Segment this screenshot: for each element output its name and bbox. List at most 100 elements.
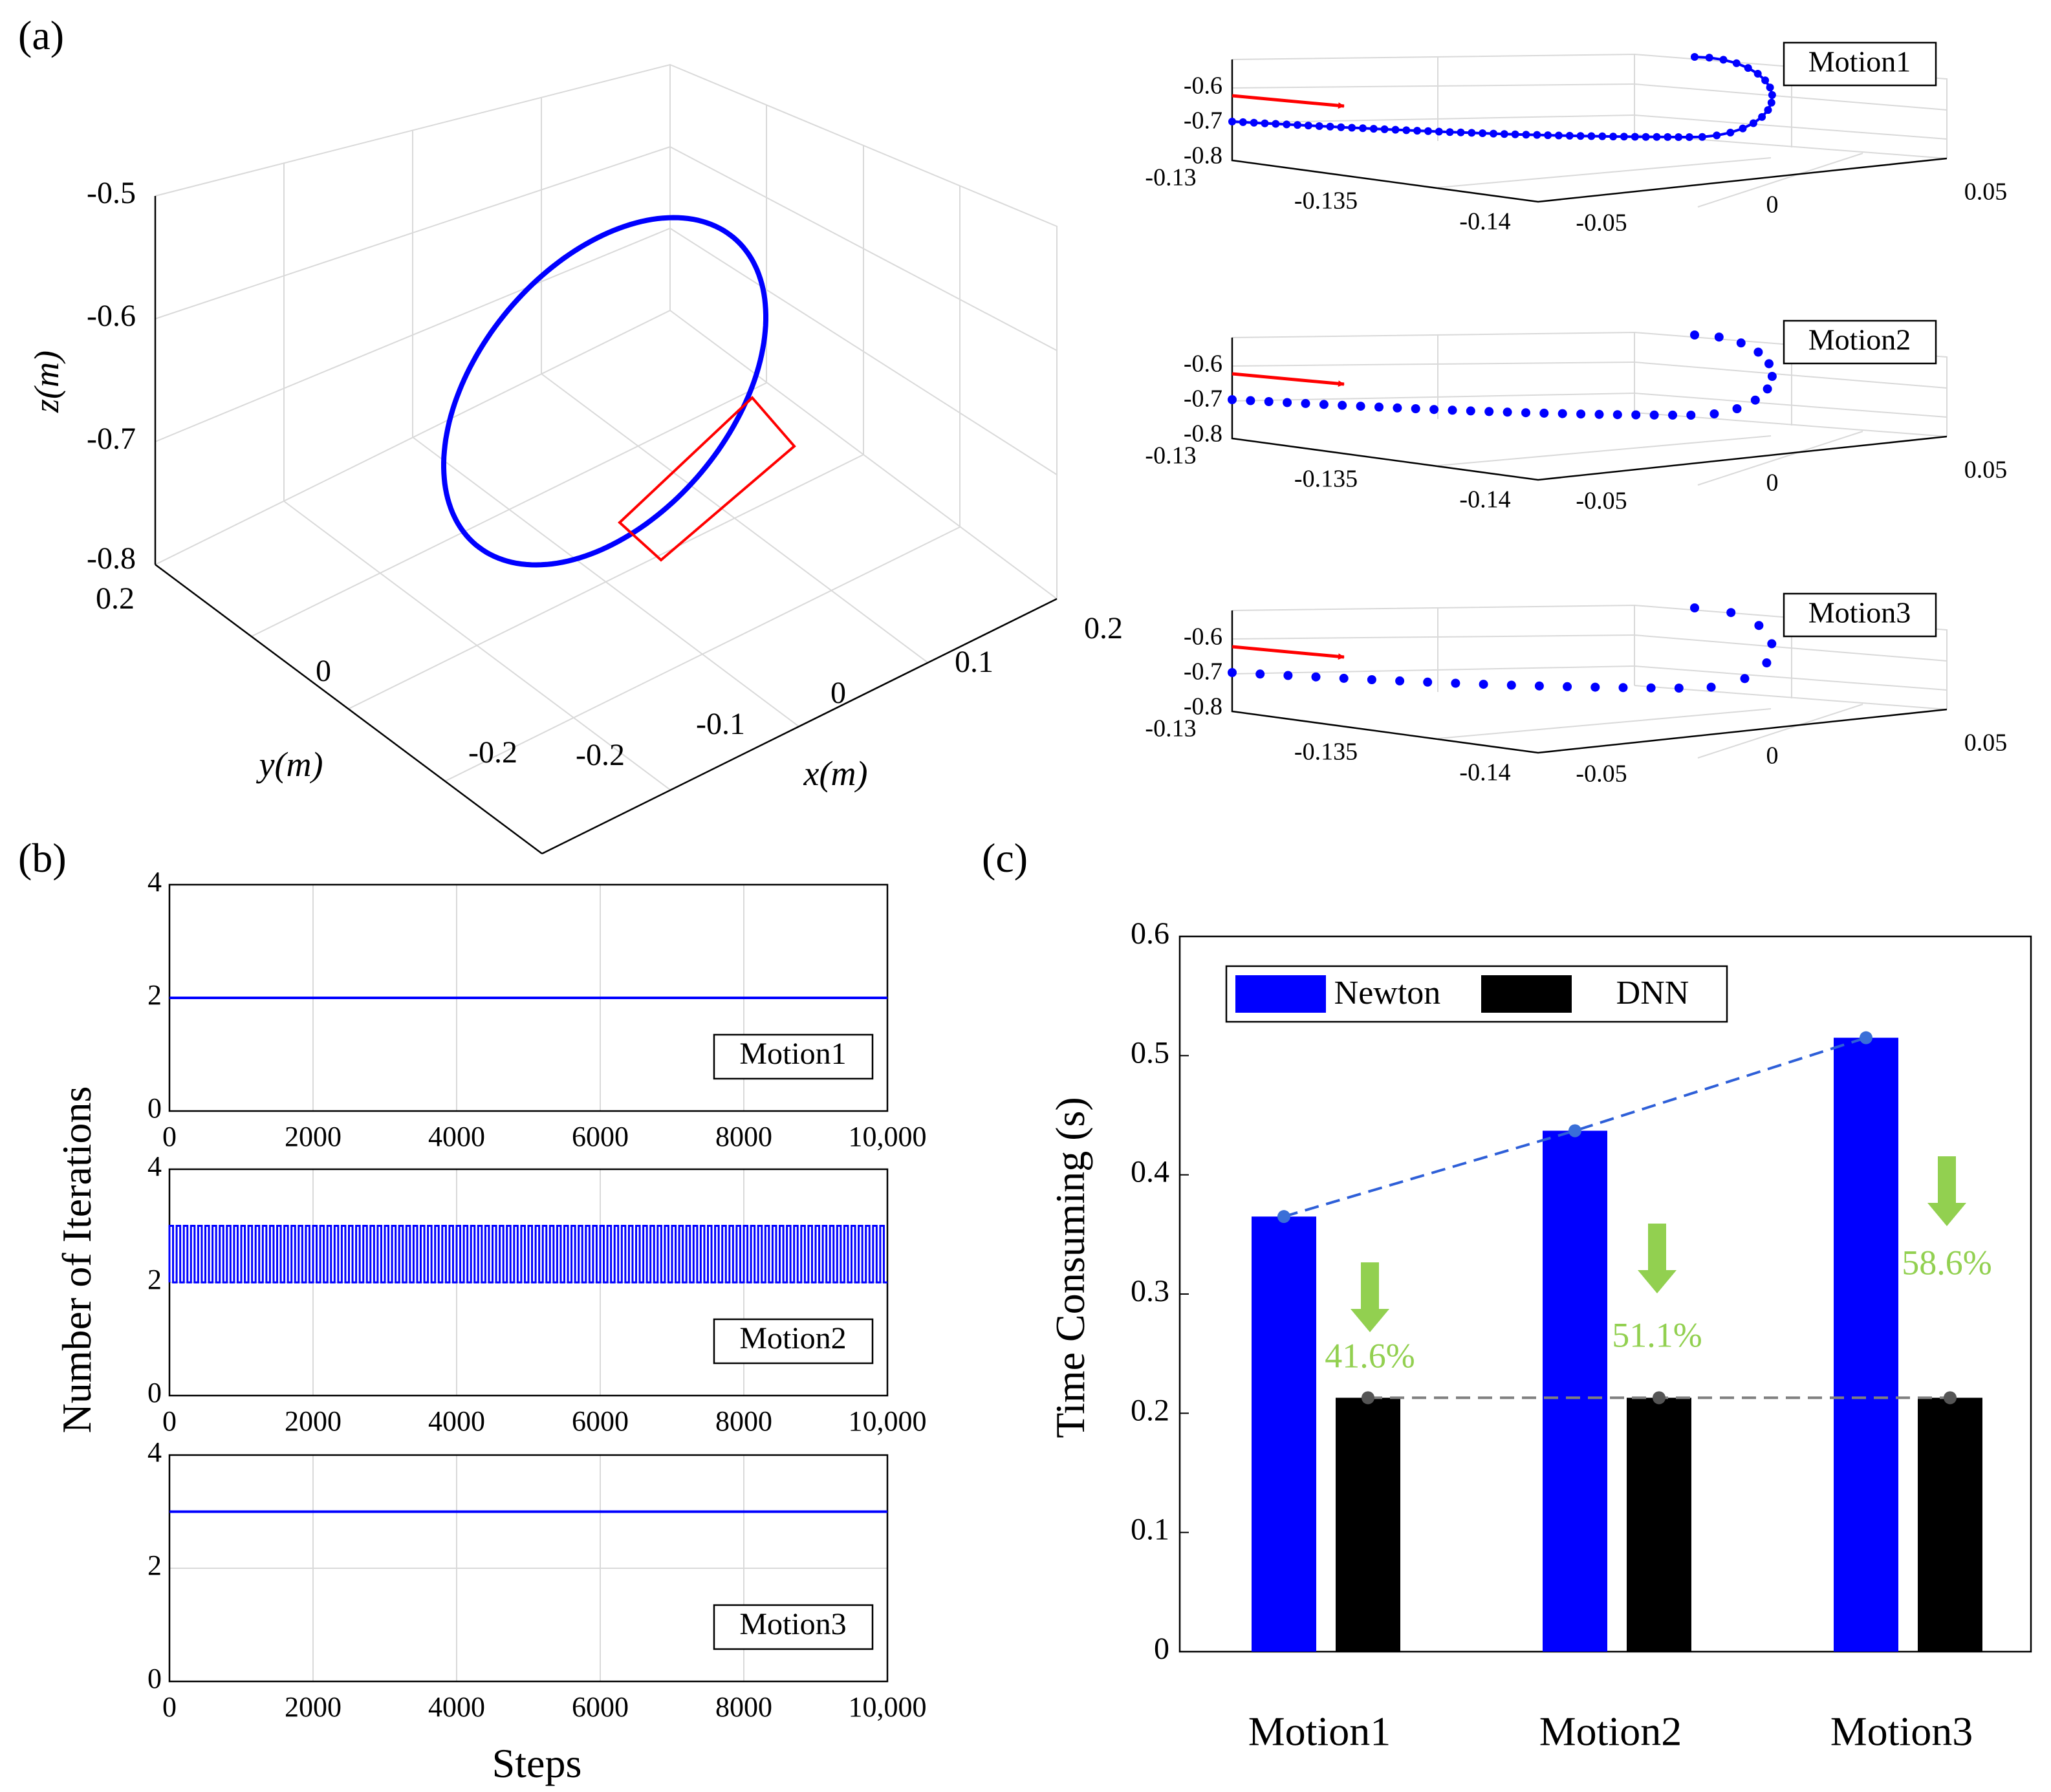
inset-label-box bbox=[1783, 319, 1937, 365]
b-y-axis-label: Number of Iterations bbox=[54, 1086, 100, 1434]
x-tick: -0.2 bbox=[576, 738, 625, 772]
inset-grid-line bbox=[1437, 708, 1772, 739]
inset-label-box bbox=[1783, 41, 1937, 87]
inset-point bbox=[1576, 132, 1585, 140]
inset-y-tick: -0.14 bbox=[1459, 759, 1510, 786]
inset-point bbox=[1479, 129, 1487, 137]
inset-point bbox=[1457, 128, 1465, 136]
inset-point bbox=[1367, 675, 1376, 684]
b-y-tick: 4 bbox=[147, 1150, 162, 1182]
bar-dnn bbox=[1336, 1398, 1400, 1652]
inset-z-tick: -0.8 bbox=[1184, 142, 1222, 169]
inset-x-tick: 0.05 bbox=[1964, 729, 2008, 757]
newton-point bbox=[1277, 1210, 1290, 1224]
inset-point bbox=[1283, 671, 1293, 680]
c-legend: Newton DNN bbox=[1225, 965, 1728, 1023]
b-y-tick: 0 bbox=[147, 1092, 162, 1124]
inset-grid-line bbox=[1232, 665, 1635, 675]
inset-point bbox=[1563, 682, 1572, 691]
red-arrow bbox=[1232, 645, 1345, 660]
bar-newton bbox=[1543, 1130, 1607, 1652]
b-x-tick: 0 bbox=[162, 1121, 177, 1152]
c-y-tick: 0.2 bbox=[1131, 1393, 1169, 1427]
b-x-tick: 10,000 bbox=[849, 1121, 927, 1152]
inset-axis bbox=[1231, 610, 1948, 754]
b-x-tick: 10,000 bbox=[849, 1405, 927, 1437]
inset-point bbox=[1503, 407, 1512, 417]
inset-point bbox=[1690, 330, 1699, 340]
inset-point bbox=[1753, 347, 1763, 357]
inset-point bbox=[1228, 668, 1237, 677]
inset-point bbox=[1740, 674, 1750, 684]
z-tick: -0.8 bbox=[87, 541, 136, 576]
inset-point bbox=[1732, 59, 1741, 67]
inset-point bbox=[1649, 410, 1659, 420]
inset-point bbox=[1565, 131, 1574, 140]
inset-grid-line bbox=[1232, 83, 1635, 89]
inset-y-tick: -0.13 bbox=[1145, 164, 1196, 191]
b-x-tick: 10,000 bbox=[849, 1691, 927, 1723]
inset-point bbox=[1767, 372, 1777, 381]
inset-z-tick: -0.6 bbox=[1184, 351, 1222, 378]
reduction-arrow-icon bbox=[1351, 1262, 1389, 1332]
inset-grid-line bbox=[1697, 704, 1863, 759]
inset-grid-line bbox=[1634, 83, 1948, 111]
b-label: Motion1 bbox=[739, 1037, 846, 1071]
inset-point bbox=[1750, 395, 1760, 405]
inset-point bbox=[1451, 678, 1460, 688]
b-label-box bbox=[713, 1318, 874, 1365]
inset-point bbox=[1533, 131, 1541, 139]
y-tick: 0 bbox=[316, 654, 331, 688]
inset-point bbox=[1767, 98, 1775, 107]
inset-point bbox=[1348, 124, 1356, 132]
inset-point bbox=[1642, 133, 1650, 141]
inset-point bbox=[1620, 133, 1628, 141]
inset-point bbox=[1686, 411, 1696, 420]
x-tick: 0.2 bbox=[1084, 611, 1123, 645]
inset-point bbox=[1739, 124, 1747, 133]
b-x-tick: 6000 bbox=[572, 1405, 629, 1437]
inset-point bbox=[1539, 408, 1549, 418]
inset-point bbox=[1761, 76, 1770, 85]
inset-point bbox=[1402, 126, 1411, 135]
b-x-tick: 8000 bbox=[715, 1691, 772, 1723]
inset-box-line bbox=[1634, 685, 1948, 710]
inset-point bbox=[1726, 129, 1735, 136]
legend-label-dnn: DNN bbox=[1616, 975, 1689, 1011]
legend-swatch-newton bbox=[1235, 975, 1326, 1013]
inset-y-tick: -0.135 bbox=[1294, 188, 1358, 215]
b-x-tick: 4000 bbox=[428, 1121, 485, 1152]
x-tick: 0.1 bbox=[955, 645, 993, 679]
inset-motion2: -0.6 -0.7 -0.8-0.13 -0.135 -0.14 -0.05 0 0.05 Mo… bbox=[1145, 319, 2007, 515]
inset-point bbox=[1521, 408, 1530, 418]
c-category-label: Motion3 bbox=[1830, 1709, 1973, 1754]
legend-label-newton: Newton bbox=[1334, 975, 1441, 1011]
inset-z-tick: -0.6 bbox=[1184, 72, 1222, 100]
inset-point bbox=[1304, 122, 1312, 130]
inset-grid-line bbox=[1634, 665, 1948, 691]
inset-grid-line bbox=[1697, 431, 1863, 486]
inset-point bbox=[1228, 395, 1237, 404]
inset-point bbox=[1283, 398, 1292, 407]
inset-grid-line bbox=[1232, 362, 1635, 367]
inset-point bbox=[1763, 384, 1772, 394]
c-y-tick: 0 bbox=[1154, 1632, 1169, 1666]
inset-point bbox=[1506, 680, 1516, 690]
b-x-tick: 8000 bbox=[715, 1405, 772, 1437]
inset-point bbox=[1255, 669, 1265, 679]
inset-grid-line bbox=[1437, 435, 1772, 466]
inset-y-tick: -0.13 bbox=[1145, 715, 1196, 742]
inset-point bbox=[1374, 402, 1384, 412]
inset-point bbox=[1369, 125, 1378, 133]
inset-axis bbox=[1231, 338, 1948, 481]
inset-point bbox=[1522, 131, 1530, 139]
b-frame bbox=[168, 1454, 889, 1683]
inset-point bbox=[1576, 409, 1586, 419]
inset-point bbox=[1534, 681, 1544, 691]
b-x-axis-label: Steps bbox=[492, 1740, 582, 1786]
b-x-tick: 6000 bbox=[572, 1121, 629, 1152]
inset-point bbox=[1698, 133, 1706, 141]
panel-b-label: (b) bbox=[18, 835, 67, 881]
dnn-point bbox=[1362, 1391, 1374, 1405]
